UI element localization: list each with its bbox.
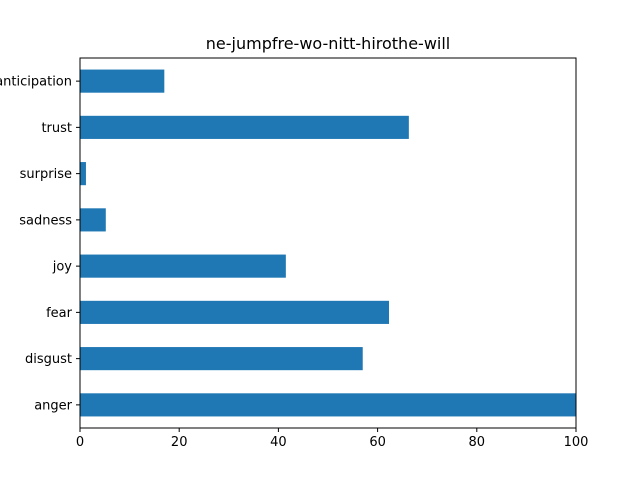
y-tick-label-surprise: surprise	[20, 167, 72, 182]
y-tick-label-trust: trust	[41, 121, 72, 136]
y-tick-label-anticipation: anticipation	[0, 75, 72, 90]
y-tick-label-joy: joy	[52, 260, 73, 275]
bar-anger	[80, 393, 576, 417]
plot-frame	[79, 57, 577, 429]
y-tick-label-sadness: sadness	[19, 213, 72, 228]
bars-group	[80, 69, 576, 417]
x-axis: 0 20 40 60 80 100	[76, 428, 589, 450]
bar-sadness	[80, 208, 106, 232]
bar-surprise	[80, 162, 86, 186]
y-tick-label-disgust: disgust	[25, 352, 72, 367]
bar-anticipation	[80, 69, 165, 93]
y-tick-label-fear: fear	[46, 306, 73, 321]
chart-title: ne-jumpfre-wo-nitt-hirothe-will	[206, 34, 450, 53]
x-tick-label-40: 40	[270, 435, 287, 450]
x-tick-label-0: 0	[76, 435, 84, 450]
x-tick-label-100: 100	[564, 435, 589, 450]
bar-fear	[80, 300, 390, 324]
x-tick-label-60: 60	[369, 435, 386, 450]
y-axis: anger disgust fear joy sadness surprise trust a…	[0, 75, 80, 413]
bar-disgust	[80, 347, 363, 371]
bar-trust	[80, 115, 409, 139]
bar-joy	[80, 254, 286, 278]
x-tick-label-80: 80	[469, 435, 486, 450]
y-tick-label-anger: anger	[34, 398, 72, 413]
x-tick-label-20: 20	[171, 435, 188, 450]
